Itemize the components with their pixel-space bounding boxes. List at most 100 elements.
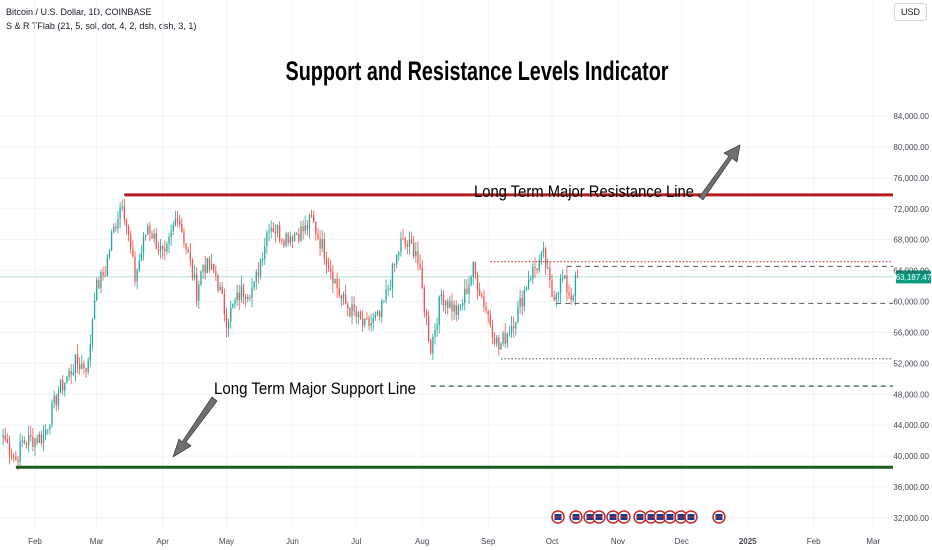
event-flag-icon[interactable] (617, 510, 631, 524)
candle-body (232, 303, 234, 308)
candle-body (517, 307, 519, 323)
x-tick-label: Nov (611, 537, 625, 546)
candle-body (296, 233, 298, 235)
candle-body (355, 311, 357, 317)
candle-body (183, 232, 185, 244)
candle-body (308, 214, 311, 230)
event-flag-icon[interactable] (592, 510, 606, 524)
candle-body (419, 263, 421, 269)
candle-body (100, 272, 102, 289)
last-price-line: 63,187.47 (0, 270, 932, 284)
candle-body (106, 257, 108, 276)
candle-body (481, 295, 483, 297)
candle-body (215, 271, 217, 276)
candle-body (317, 234, 319, 239)
candle-body (140, 252, 143, 261)
event-flag-icon[interactable] (606, 510, 620, 524)
candle-body (366, 318, 368, 320)
candle-body (153, 233, 155, 239)
candle-body (272, 227, 274, 233)
candle-body (353, 304, 355, 312)
candle-body (283, 240, 285, 246)
candle-body (374, 315, 377, 318)
x-tick-label: Jul (351, 537, 361, 546)
event-flag-icon[interactable] (653, 510, 667, 524)
candle-body (466, 288, 468, 295)
currency-button[interactable]: USD (894, 3, 927, 21)
candle-body (453, 304, 455, 312)
candle-body (123, 206, 126, 221)
candle-body (515, 322, 517, 329)
candle-body (219, 286, 221, 291)
candle-body (508, 333, 511, 335)
candle-body (223, 293, 226, 315)
last-price-label: 63,187.47 (896, 273, 932, 282)
candle-body (547, 267, 549, 269)
candle-body (381, 301, 383, 317)
candle-body (249, 297, 251, 299)
candle-body (72, 373, 74, 375)
candle-body (49, 425, 51, 430)
candle-body (549, 267, 551, 281)
candle-body (42, 434, 45, 443)
candle-body (398, 252, 400, 255)
candle-body (400, 238, 402, 253)
candle-body (30, 435, 32, 437)
candle-body (187, 249, 189, 253)
candle-body (396, 254, 398, 265)
candle-body (93, 300, 96, 320)
candle-body (110, 232, 113, 251)
candle-body (436, 324, 438, 330)
candle-body (198, 284, 200, 301)
candle-body (557, 292, 560, 295)
candle-body (323, 239, 326, 260)
y-axis: 32,000.00 36,000.00 40,000.00 44,000.00 48,0… (893, 112, 929, 523)
candle-body (264, 245, 266, 260)
event-flag-icon[interactable] (569, 510, 583, 524)
y-tick-label: 64,000.00 (893, 267, 929, 276)
event-flag-icon[interactable] (684, 510, 698, 524)
candle-body (74, 354, 77, 374)
candle-body (225, 314, 228, 329)
candle-body (47, 429, 49, 431)
candle-body (115, 226, 117, 229)
indicator-legend[interactable]: S & R TFlab (21, 5, sol, dot, 4, 2, dsh,… (6, 21, 197, 31)
candle-body (413, 243, 415, 257)
candle-body (506, 333, 508, 344)
candle-body (138, 260, 140, 271)
candle-body (538, 260, 540, 271)
event-markers (551, 510, 726, 524)
candle-body (455, 304, 457, 316)
candle-body (498, 337, 500, 350)
candle-body (342, 294, 345, 299)
candle-body (27, 435, 30, 445)
candle-body (300, 226, 302, 241)
candle-body (289, 236, 291, 243)
candle-body (334, 278, 336, 284)
candle-body (136, 270, 138, 282)
candle-body (483, 295, 485, 307)
y-tick-label: 72,000.00 (893, 205, 929, 214)
candle-body (155, 233, 157, 250)
event-flag-icon[interactable] (633, 510, 647, 524)
candle-body (442, 294, 445, 306)
y-tick-label: 76,000.00 (893, 174, 929, 183)
candle-body (568, 292, 570, 296)
event-flag-icon[interactable] (663, 510, 677, 524)
candle-body (383, 300, 385, 302)
candle-body (527, 279, 530, 288)
y-tick-label: 32,000.00 (893, 514, 929, 523)
event-flag-icon[interactable] (712, 510, 726, 524)
candle-body (230, 307, 232, 322)
candle-body (23, 440, 26, 444)
candle-body (408, 239, 411, 247)
candle-body (15, 456, 17, 460)
candle-body (96, 279, 98, 301)
candle-body (268, 231, 270, 233)
candle-body (321, 239, 323, 249)
candle-body (532, 266, 534, 279)
event-flag-icon[interactable] (551, 510, 565, 524)
candle-body (444, 301, 447, 306)
candle-body (242, 285, 245, 297)
